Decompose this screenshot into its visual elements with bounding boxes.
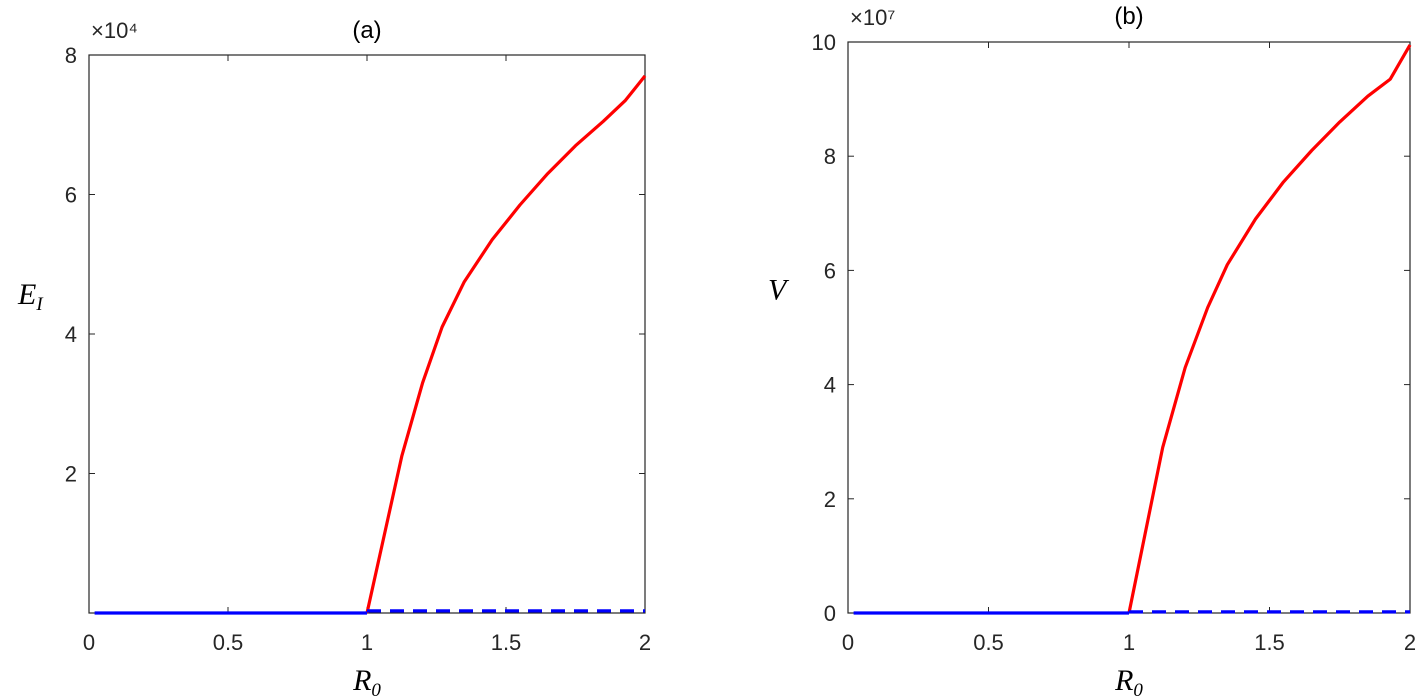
x-tick-label: 2 bbox=[639, 630, 651, 655]
chart-title: (a) bbox=[352, 17, 381, 44]
y-axis-label-main: E bbox=[17, 278, 36, 311]
y-axis-label-sub: I bbox=[35, 294, 44, 315]
y-tick-label: 10 bbox=[812, 30, 836, 55]
y-tick-label: 2 bbox=[824, 487, 836, 512]
x-axis-label: R0 bbox=[1114, 664, 1143, 700]
x-tick-label: 0.5 bbox=[973, 630, 1004, 655]
chart-title: (b) bbox=[1114, 3, 1143, 30]
y-exponent-label: ×10⁴ bbox=[91, 18, 138, 43]
x-axis-label-sub: 0 bbox=[371, 680, 381, 700]
red-solid-series-line bbox=[1127, 44, 1412, 614]
x-axis-label-main: R bbox=[1114, 664, 1133, 697]
plot-area bbox=[847, 41, 1411, 614]
y-tick-label: 4 bbox=[824, 373, 836, 398]
y-tick-label: 6 bbox=[65, 183, 77, 208]
x-tick-label: 1.5 bbox=[491, 630, 522, 655]
y-tick-label: 6 bbox=[824, 258, 836, 283]
y-axis-label-main: V bbox=[768, 274, 790, 307]
x-axis-label-sub: 0 bbox=[1133, 680, 1143, 700]
y-tick-label: 2 bbox=[65, 462, 77, 487]
x-tick-label: 0 bbox=[842, 630, 854, 655]
y-tick-label: 8 bbox=[824, 144, 836, 169]
y-tick-label: 8 bbox=[65, 43, 77, 68]
y-tick-label: 4 bbox=[65, 322, 77, 347]
y-axis-label: EI bbox=[17, 278, 44, 315]
x-tick-label: 0 bbox=[83, 630, 95, 655]
x-tick-label: 1 bbox=[1123, 630, 1135, 655]
y-exponent-label: ×10⁷ bbox=[850, 5, 895, 30]
y-axis-label: V bbox=[768, 274, 790, 307]
x-axis-label-main: R bbox=[352, 664, 371, 697]
plot-area bbox=[88, 54, 646, 614]
x-tick-label: 1 bbox=[361, 630, 373, 655]
x-axis-label: R0 bbox=[352, 664, 381, 700]
y-tick-label: 0 bbox=[824, 601, 836, 626]
x-tick-label: 1.5 bbox=[1254, 630, 1285, 655]
red-solid-series-line bbox=[365, 74, 647, 614]
x-tick-label: 0.5 bbox=[213, 630, 244, 655]
x-tick-label: 2 bbox=[1404, 630, 1416, 655]
